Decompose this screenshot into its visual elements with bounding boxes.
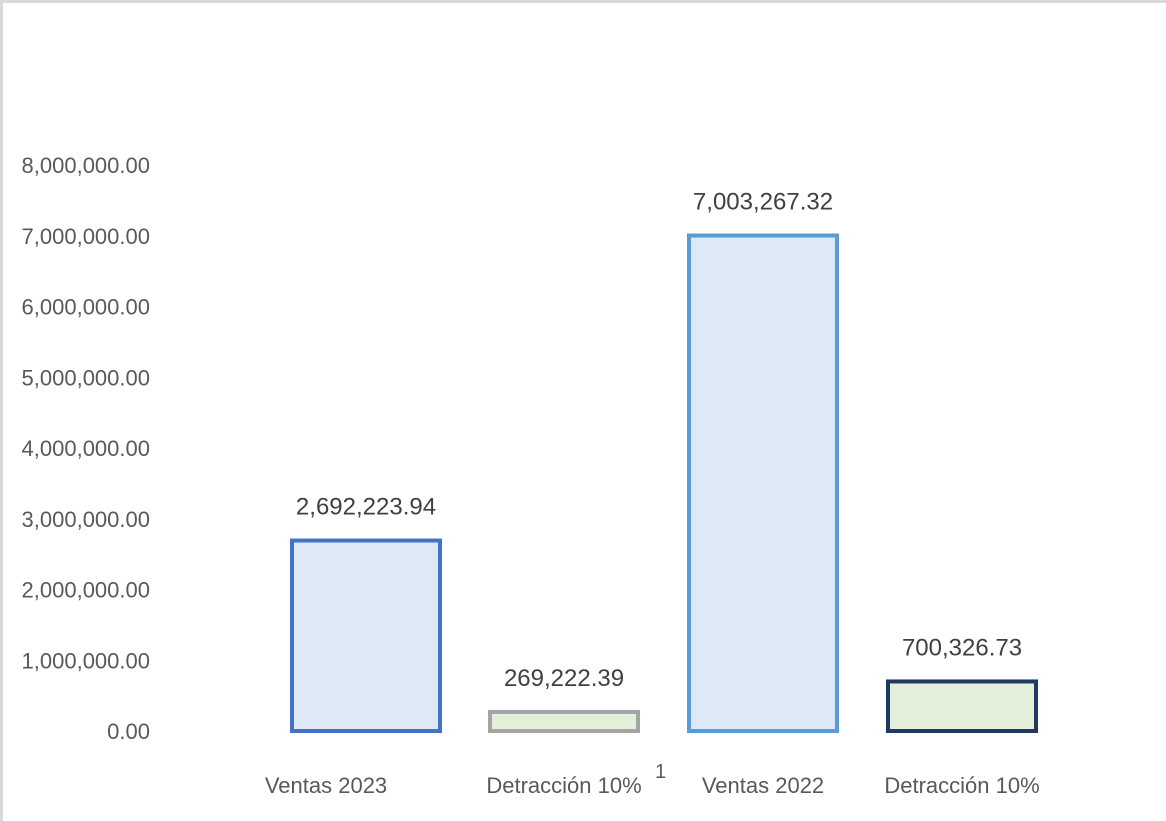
bars	[290, 233, 1038, 734]
bar-2	[488, 709, 640, 733]
bar-3	[687, 233, 839, 734]
category-label-3: Ventas 2022	[702, 773, 824, 798]
category-label-4: Detracción 10%	[884, 773, 1039, 798]
data-label-2: 269,222.39	[504, 665, 624, 692]
y-axis-tick-labels: 0.00 1,000,000.00 2,000,000.00 3,000,000.00…	[22, 153, 150, 744]
bar-4	[886, 679, 1038, 734]
data-label-3: 7,003,267.32	[693, 189, 833, 216]
y-tick-label: 7,000,000.00	[22, 224, 150, 249]
data-labels: 2,692,223.94 269,222.39 7,003,267.32 700,32…	[296, 189, 1022, 692]
category-label-2: Detracción 10%	[486, 773, 641, 798]
y-tick-label: 5,000,000.00	[22, 365, 150, 390]
y-tick-label: 3,000,000.00	[22, 507, 150, 532]
category-labels: Ventas 2023 Detracción 10% Ventas 2022 Detr…	[265, 773, 1040, 798]
y-tick-label: 2,000,000.00	[22, 578, 150, 603]
y-tick-label: 4,000,000.00	[22, 436, 150, 461]
y-tick-label: 1,000,000.00	[22, 648, 150, 673]
bar-1	[290, 538, 442, 733]
y-tick-label: 0.00	[107, 719, 150, 744]
y-tick-label: 6,000,000.00	[22, 295, 150, 320]
data-label-4: 700,326.73	[902, 634, 1022, 661]
category-label-1: Ventas 2023	[265, 773, 387, 798]
data-label-1: 2,692,223.94	[296, 494, 436, 521]
footnote-marker: 1	[655, 761, 666, 783]
y-tick-label: 8,000,000.00	[22, 153, 150, 178]
